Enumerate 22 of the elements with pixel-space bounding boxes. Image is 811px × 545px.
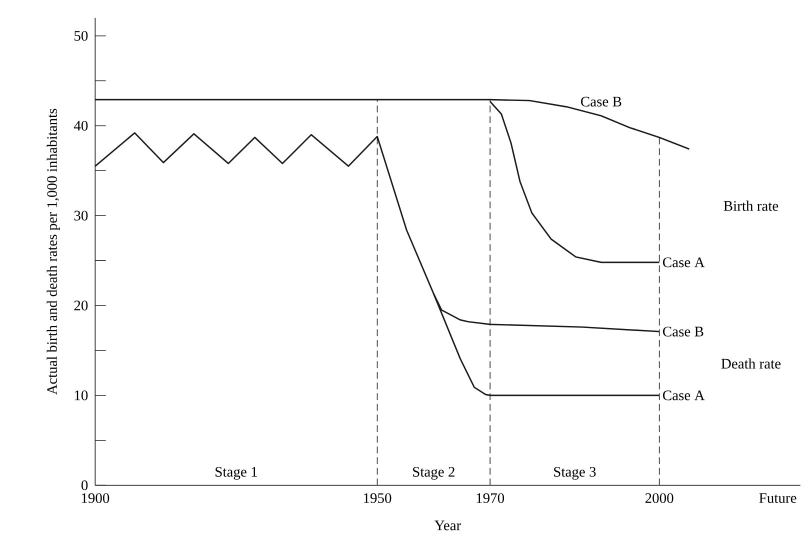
x-tick-label: 1950 (364, 493, 392, 503)
series-label: Case A (662, 390, 705, 400)
y-tick-label: 50 (74, 30, 88, 41)
series-label: Case B (581, 96, 622, 106)
y-tick-label: 0 (81, 480, 88, 490)
y-tick-label: 20 (74, 300, 88, 310)
y-axis-title: Actual birth and death rates per 1,000 inhabitants (46, 108, 60, 394)
x-tick-label: 2000 (645, 493, 674, 503)
annotation: Stage 3 (554, 466, 596, 480)
y-tick-label: 10 (74, 390, 88, 400)
x-tick-label: 1900 (82, 493, 110, 503)
series-label: Case B (662, 326, 704, 336)
x-axis-title: Year (434, 520, 462, 530)
annotation: Birth rate (724, 200, 778, 211)
series-label: Case A (662, 257, 705, 268)
annotation: Death rate (721, 358, 781, 368)
y-tick-label: 30 (74, 210, 88, 220)
annotation: Stage 2 (413, 466, 454, 480)
y-tick-label: 40 (74, 120, 88, 130)
annotation: Stage 1 (216, 466, 257, 480)
x-tick-label: 1970 (476, 493, 504, 503)
x-tick-label: Future (759, 493, 796, 503)
